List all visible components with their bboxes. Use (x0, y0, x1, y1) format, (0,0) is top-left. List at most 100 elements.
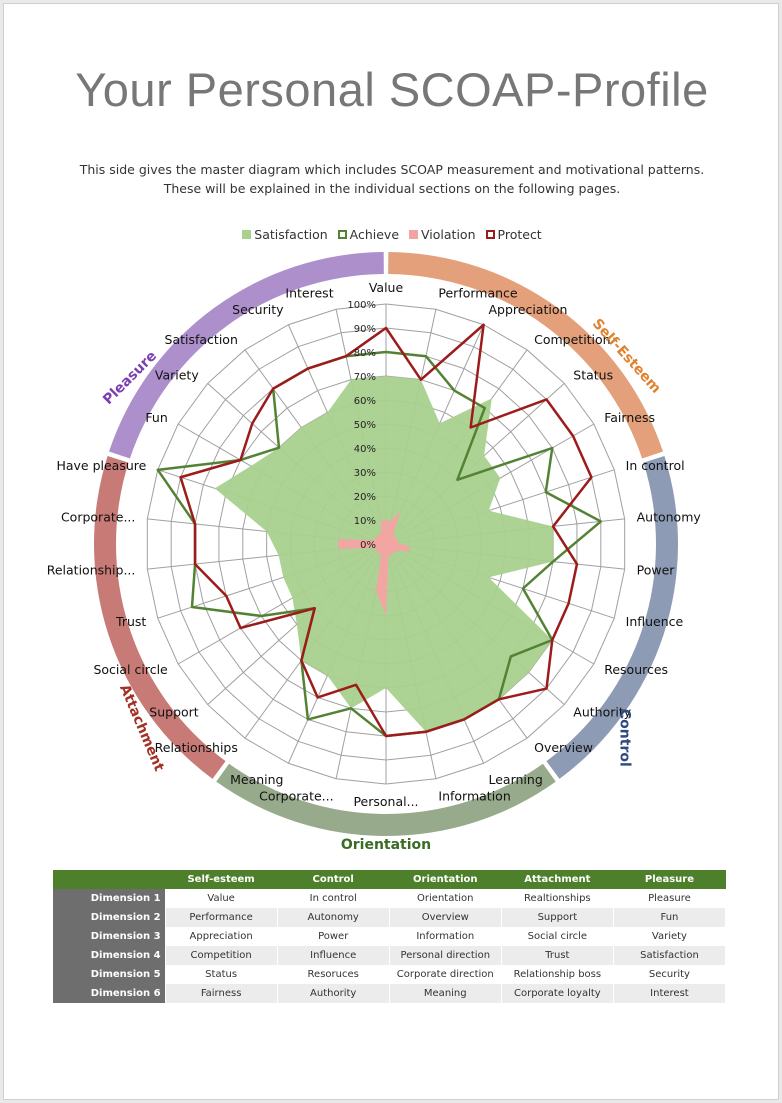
category-label-satisfaction: Satisfaction (165, 332, 238, 347)
table-cell: Realtionships (501, 889, 614, 908)
category-label-meaning: Meaning (230, 772, 283, 787)
table-header-attachment: Attachment (501, 870, 614, 889)
axis-tick-label: 20% (354, 492, 376, 503)
category-label-social-circle: Social circle (93, 662, 168, 677)
legend-swatch-violation (409, 230, 419, 239)
table-cell: Security (613, 965, 727, 984)
table-cell: Corporate loyalty (501, 984, 614, 1003)
category-label-learning: Learning (488, 772, 542, 787)
page: Your Personal SCOAP-Profile This side gi… (3, 3, 779, 1100)
series-violation-area (338, 511, 410, 616)
category-label-appreciation: Appreciation (488, 302, 567, 317)
row-label: Dimension 2 (53, 908, 166, 927)
category-label-authority: Authority (573, 705, 631, 720)
legend-label-satisfaction: Satisfaction (254, 227, 328, 242)
category-label-resources: Resources (604, 662, 668, 677)
axis-tick-label: 30% (354, 468, 376, 479)
table-row: Dimension 2 Performance Autonomy Overview Su… (53, 908, 727, 927)
category-label-in-control: In control (626, 458, 685, 473)
table-cell: Overview (389, 908, 502, 927)
table-cell: Status (165, 965, 278, 984)
table-cell: Social circle (501, 927, 614, 946)
table-cell: Appreciation (165, 927, 278, 946)
section-arc-orientation (216, 763, 556, 837)
table-cell: Authority (277, 984, 390, 1003)
category-label-support: Support (149, 705, 199, 720)
category-label-relationships: Relationships (155, 740, 238, 755)
category-label-variety: Variety (155, 367, 199, 382)
table-cell: Value (165, 889, 278, 908)
axis-tick-label: 80% (354, 348, 376, 359)
table-cell: Influence (277, 946, 390, 965)
table-cell: Corporate direction (389, 965, 502, 984)
category-label-fairness: Fairness (604, 410, 655, 425)
table-header-control: Control (277, 870, 390, 889)
legend-item-satisfaction: Satisfaction (242, 227, 328, 242)
legend-label-achieve: Achieve (349, 227, 400, 242)
table-cell: Satisfaction (613, 946, 727, 965)
legend-item-protect: Protect (485, 227, 542, 242)
page-title: Your Personal SCOAP-Profile (75, 63, 709, 116)
section-arc-attachment (93, 455, 226, 779)
table-cell: Interest (613, 984, 727, 1003)
legend-item-achieve: Achieve (337, 227, 400, 242)
intro-line-1: This side gives the master diagram which… (79, 162, 705, 177)
table-cell: Support (501, 908, 614, 927)
category-label-fun: Fun (145, 410, 167, 425)
axis-tick-label: 10% (354, 516, 376, 527)
category-label-performance: Performance (438, 286, 518, 301)
category-label-status: Status (573, 367, 613, 382)
axis-tick-label: 100% (347, 300, 376, 311)
category-label-autonomy: Autonomy (637, 510, 702, 525)
table-cell: Information (389, 927, 502, 946)
category-label-trust: Trust (115, 614, 146, 629)
table-cell: Trust (501, 946, 614, 965)
table-cell: Autonomy (277, 908, 390, 927)
category-label-interest: Interest (285, 286, 333, 301)
axis-tick-label: 90% (354, 324, 376, 335)
scoap-radar-chart: 0% 10% 20% 30% 40% 50% 60% 70% 80% 90% 100% Value Pe… (47, 252, 702, 853)
section-arc-self-esteem (388, 252, 663, 459)
table-cell: Competition (165, 946, 278, 965)
category-label-have-pleasure: Have pleasure (56, 458, 146, 473)
table-cell: Power (277, 927, 390, 946)
section-arc-pleasure (109, 252, 384, 459)
legend-swatch-protect (485, 230, 495, 239)
axis-tick-label: 40% (354, 444, 376, 455)
category-label-power: Power (637, 562, 676, 577)
table-row: Dimension 4 Competition Influence Personal … (53, 946, 727, 965)
category-label-corporate: Corporate... (61, 510, 135, 525)
category-label-overview: Overview (534, 740, 593, 755)
section-arc-control (546, 455, 678, 779)
category-label-personal: Personal... (353, 794, 418, 809)
legend-item-violation: Violation (409, 227, 476, 242)
row-label: Dimension 1 (53, 889, 166, 908)
category-label-relationship: Relationship... (47, 562, 136, 577)
legend-swatch-achieve (337, 230, 347, 239)
table-cell: Personal direction (389, 946, 502, 965)
dimension-table-header: Self-esteem Control Orientation Attachment P… (53, 870, 726, 889)
axis-tick-label: 50% (354, 420, 376, 431)
table-cell: Variety (613, 927, 727, 946)
dimension-table: Self-esteem Control Orientation Attachment P… (53, 870, 727, 1003)
row-label: Dimension 4 (53, 946, 166, 965)
table-cell: Pleasure (613, 889, 727, 908)
legend-label-violation: Violation (421, 227, 476, 242)
table-header-self-esteem: Self-esteem (165, 870, 278, 889)
series-protect-line (179, 323, 593, 738)
section-label-orientation: Orientation (341, 837, 431, 853)
row-label: Dimension 3 (53, 927, 166, 946)
chart-legend: Satisfaction Achieve Violation Protect (4, 227, 780, 242)
legend-label-protect: Protect (497, 227, 542, 242)
axis-tick-label: 70% (354, 372, 376, 383)
table-cell: Resoruces (277, 965, 390, 984)
category-label-security: Security (232, 302, 284, 317)
table-header-pleasure: Pleasure (613, 870, 726, 889)
table-cell: In control (277, 889, 390, 908)
table-cell: Meaning (389, 984, 502, 1003)
row-label: Dimension 6 (53, 984, 166, 1003)
table-corner (53, 870, 166, 889)
intro-line-2: These will be explained in the individua… (163, 181, 621, 196)
table-cell: Fairness (165, 984, 278, 1003)
table-row: Dimension 5 Status Resoruces Corporate dire… (53, 965, 727, 984)
